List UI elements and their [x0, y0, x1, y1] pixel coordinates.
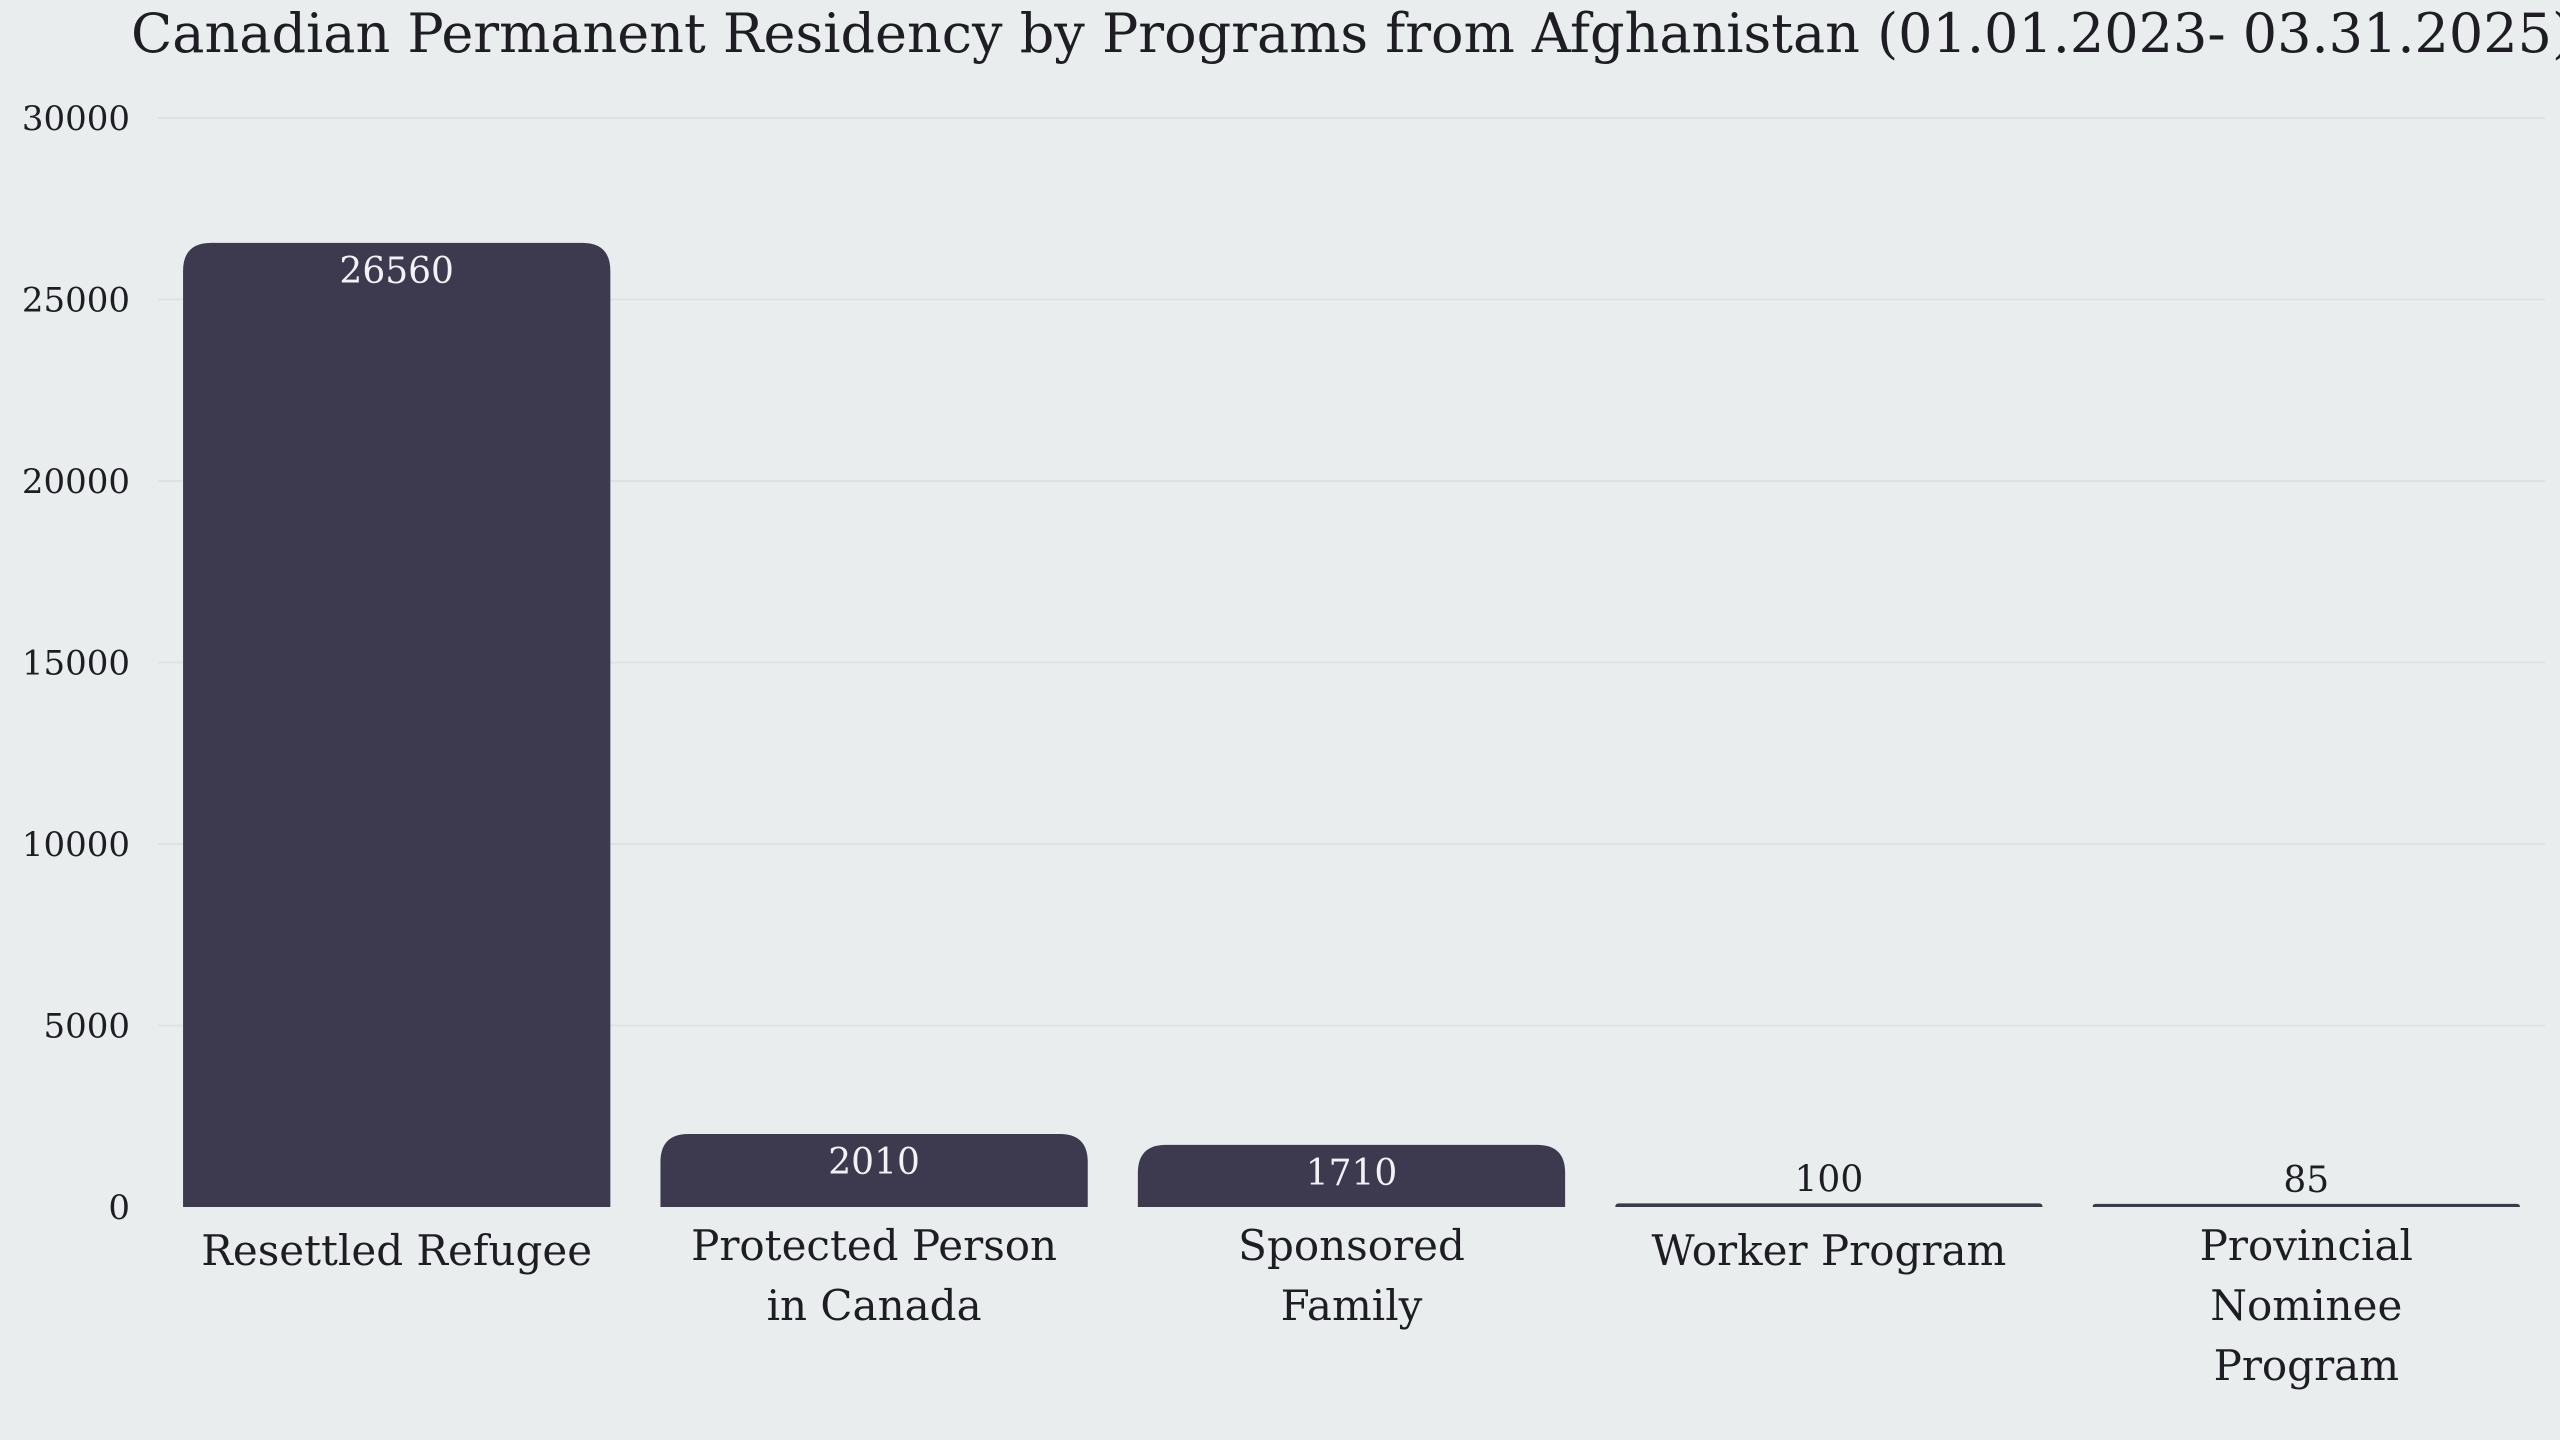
category-label: Worker Program	[1651, 1226, 2006, 1275]
y-tick-label: 10000	[22, 825, 130, 865]
category-label: Sponsored Family	[1238, 1221, 1465, 1330]
bar	[660, 1134, 1088, 1207]
bars	[183, 242, 2520, 1207]
y-tick-label: 25000	[22, 281, 130, 321]
bar	[183, 242, 611, 1207]
category-label: Protected Person in Canada	[691, 1221, 1057, 1330]
bar	[2092, 1203, 2520, 1207]
y-tick-label: 5000	[43, 1007, 130, 1047]
y-tick-label: 30000	[22, 99, 130, 139]
y-tick-label: 0	[108, 1188, 130, 1228]
category-label: Resettled Refugee	[201, 1226, 592, 1275]
value-labels: 26560 2010 1710 100 85	[339, 251, 2329, 1201]
category-label: Provincial Nominee Program	[2200, 1221, 2413, 1390]
chart-title: Canadian Permanent Residency by Programs…	[131, 2, 2560, 65]
bar-value-label: 2010	[828, 1142, 920, 1183]
x-axis-labels: Resettled Refugee Protected Person in Cana…	[201, 1221, 2413, 1390]
bar-value-label: 1710	[1306, 1153, 1398, 1194]
y-tick-label: 20000	[22, 462, 130, 502]
bar	[1137, 1144, 1566, 1207]
bar-value-label: 85	[2283, 1160, 2329, 1201]
bar-value-label: 26560	[339, 251, 454, 292]
bar	[1615, 1203, 2043, 1207]
y-axis-ticks: 0 5000 10000 15000 20000 25000 30000	[22, 99, 130, 1228]
y-tick-label: 15000	[22, 644, 130, 684]
bar-value-label: 100	[1795, 1159, 1864, 1200]
